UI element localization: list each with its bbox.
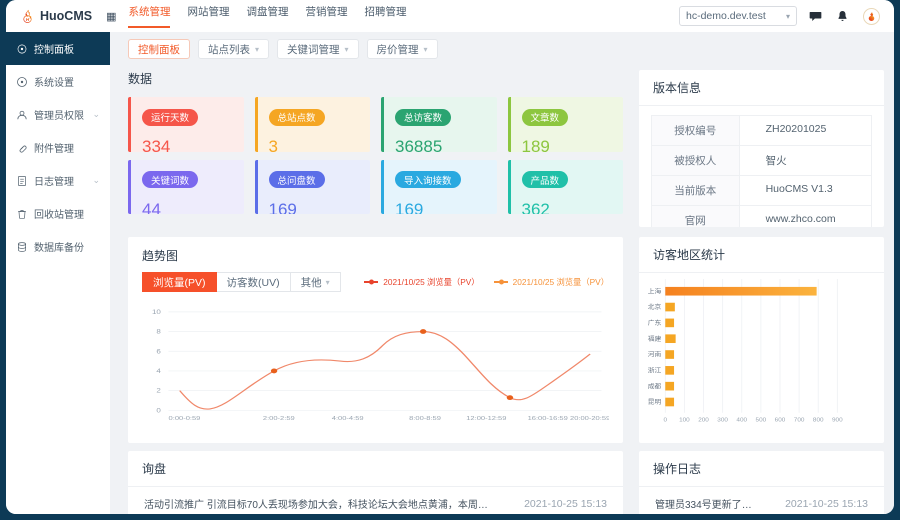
svg-text:10: 10 xyxy=(152,310,161,316)
svg-text:100: 100 xyxy=(679,418,690,424)
svg-text:上海: 上海 xyxy=(648,287,662,296)
svg-text:8: 8 xyxy=(156,329,161,335)
svg-text:2:00-2:59: 2:00-2:59 xyxy=(263,416,295,422)
svg-text:8:00-8:59: 8:00-8:59 xyxy=(409,416,441,422)
svg-text:20:00-20:59: 20:00-20:59 xyxy=(570,416,609,422)
svg-text:昆明: 昆明 xyxy=(648,398,662,406)
svg-text:16:00-16:59: 16:00-16:59 xyxy=(528,416,569,422)
svg-text:河南: 河南 xyxy=(648,350,662,359)
svg-text:600: 600 xyxy=(775,418,786,424)
svg-text:北京: 北京 xyxy=(648,303,662,312)
svg-text:成都: 成都 xyxy=(648,382,662,391)
svg-text:福建: 福建 xyxy=(648,334,662,343)
svg-text:400: 400 xyxy=(736,418,747,424)
svg-text:4: 4 xyxy=(156,369,161,375)
svg-text:700: 700 xyxy=(794,418,805,424)
svg-text:800: 800 xyxy=(813,418,824,424)
svg-text:浙江: 浙江 xyxy=(648,366,662,375)
svg-text:H: H xyxy=(26,16,30,21)
svg-text:12:00-12:59: 12:00-12:59 xyxy=(466,416,507,422)
svg-text:300: 300 xyxy=(717,418,728,424)
svg-text:0: 0 xyxy=(156,408,161,414)
svg-text:2: 2 xyxy=(156,388,161,394)
svg-text:500: 500 xyxy=(756,418,767,424)
svg-text:200: 200 xyxy=(698,418,709,424)
svg-text:广东: 广东 xyxy=(648,318,662,327)
svg-text:6: 6 xyxy=(156,349,161,355)
svg-text:0:00-0:59: 0:00-0:59 xyxy=(169,416,201,422)
svg-text:4:00-4:59: 4:00-4:59 xyxy=(332,416,364,422)
svg-text:900: 900 xyxy=(832,418,843,424)
svg-text:0: 0 xyxy=(664,418,668,424)
